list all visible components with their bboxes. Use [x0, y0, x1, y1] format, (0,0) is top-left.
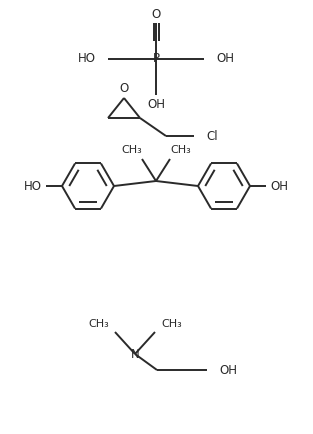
- Text: O: O: [151, 9, 161, 22]
- Text: OH: OH: [219, 364, 237, 377]
- Text: OH: OH: [216, 53, 234, 66]
- Text: P: P: [152, 53, 160, 66]
- Text: HO: HO: [24, 180, 42, 193]
- Text: OH: OH: [270, 180, 288, 193]
- Text: HO: HO: [78, 53, 96, 66]
- Text: CH₃: CH₃: [121, 145, 142, 155]
- Text: CH₃: CH₃: [88, 319, 109, 329]
- Text: CH₃: CH₃: [161, 319, 182, 329]
- Text: OH: OH: [147, 99, 165, 112]
- Text: N: N: [131, 348, 139, 361]
- Text: O: O: [119, 82, 129, 95]
- Text: CH₃: CH₃: [170, 145, 191, 155]
- Text: Cl: Cl: [206, 129, 218, 142]
